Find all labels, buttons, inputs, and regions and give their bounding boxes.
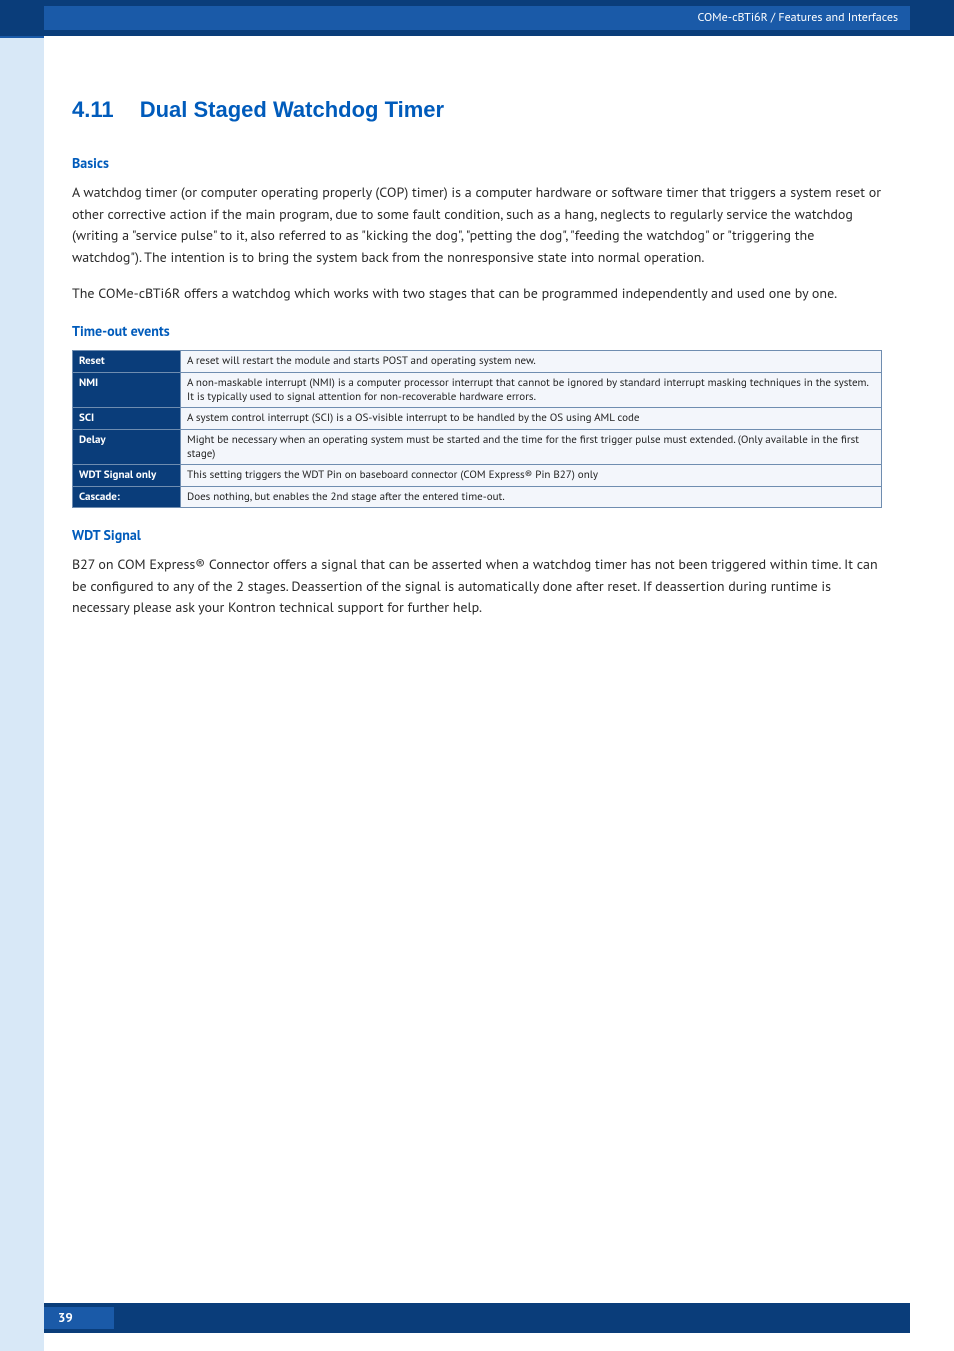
- wdt-para: B27 on COM Express® Connector offers a s…: [72, 554, 882, 619]
- event-label: Delay: [73, 429, 181, 465]
- event-label: WDT Signal only: [73, 465, 181, 486]
- subheading-timeout: Time-out events: [72, 322, 882, 340]
- table-row: WDT Signal only This setting triggers th…: [73, 465, 882, 486]
- table-row: NMI A non-maskable interrupt (NMI) is a …: [73, 372, 882, 408]
- event-label: Reset: [73, 351, 181, 372]
- section-number: 4.11: [72, 97, 114, 122]
- footer-band: 39: [44, 1303, 910, 1333]
- page-number: 39: [44, 1307, 114, 1329]
- timeout-events-table: Reset A reset will restart the module an…: [72, 350, 882, 507]
- basics-para-2: The COMe-cBTi6R offers a watchdog which …: [72, 283, 882, 305]
- event-desc: This setting triggers the WDT Pin on bas…: [181, 465, 882, 486]
- event-desc: A system control interrupt (SCI) is a OS…: [181, 408, 882, 429]
- table-row: Reset A reset will restart the module an…: [73, 351, 882, 372]
- event-desc: A reset will restart the module and star…: [181, 351, 882, 372]
- breadcrumb: COMe-cBTi6R / Features and Interfaces: [44, 6, 910, 30]
- basics-para-1: A watchdog timer (or computer operating …: [72, 182, 882, 269]
- page-content: 4.11 Dual Staged Watchdog Timer Basics A…: [44, 36, 910, 633]
- section-title: Dual Staged Watchdog Timer: [140, 97, 444, 122]
- table-row: Delay Might be necessary when an operati…: [73, 429, 882, 465]
- table-row: Cascade: Does nothing, but enables the 2…: [73, 486, 882, 507]
- left-margin-band: [0, 36, 44, 1351]
- section-heading: 4.11 Dual Staged Watchdog Timer: [72, 84, 882, 126]
- event-label: SCI: [73, 408, 181, 429]
- event-desc: Might be necessary when an operating sys…: [181, 429, 882, 465]
- event-label: Cascade:: [73, 486, 181, 507]
- event-desc: A non-maskable interrupt (NMI) is a comp…: [181, 372, 882, 408]
- event-label: NMI: [73, 372, 181, 408]
- event-desc: Does nothing, but enables the 2nd stage …: [181, 486, 882, 507]
- subheading-basics: Basics: [72, 154, 882, 172]
- header-band: COMe-cBTi6R / Features and Interfaces: [0, 0, 954, 36]
- subheading-wdt: WDT Signal: [72, 526, 882, 544]
- table-row: SCI A system control interrupt (SCI) is …: [73, 408, 882, 429]
- timeout-events-tbody: Reset A reset will restart the module an…: [73, 351, 882, 507]
